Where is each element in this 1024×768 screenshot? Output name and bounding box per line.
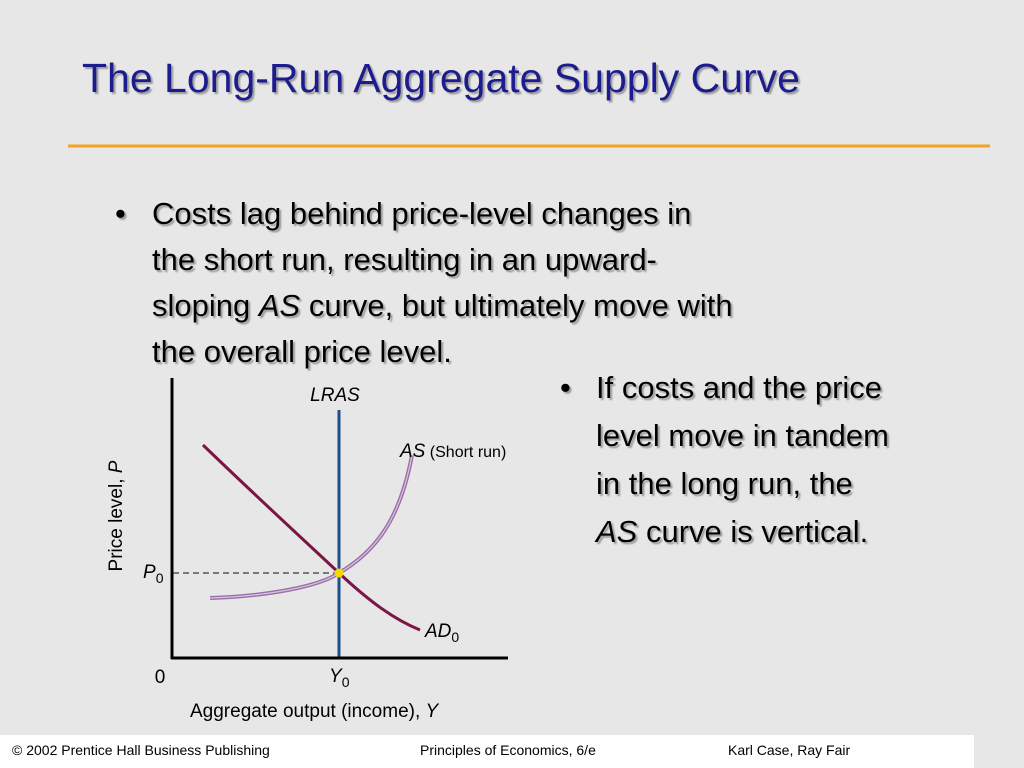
bullet-line: the overall price level.	[152, 334, 452, 369]
ad-label: AD0	[424, 621, 459, 645]
slide-title: The Long-Run Aggregate Supply Curve	[82, 55, 800, 101]
text-run: curve is vertical.	[637, 514, 868, 549]
bullet-marker: •	[560, 370, 571, 405]
bullet-line: If costs and the price	[596, 370, 882, 405]
text-run: curve, but ultimately move with	[300, 288, 732, 323]
footer-right: Karl Case, Ray Fair	[728, 742, 850, 758]
bullet-list: • Costs lag behind price-level changes i…	[115, 196, 889, 549]
y0-label: Y0	[329, 666, 350, 690]
text-run: Y	[426, 701, 440, 722]
text-run: in the long run, the	[596, 466, 853, 501]
lras-label: LRAS	[310, 385, 360, 406]
bullet-line: AS curve is vertical.	[594, 514, 868, 549]
footer-left: © 2002 Prentice Hall Business Publishing	[12, 742, 270, 758]
bullet-line: Costs lag behind price-level changes in	[152, 196, 691, 231]
text-run: 0	[451, 629, 459, 645]
origin-label: 0	[155, 667, 166, 688]
diagram: LRAS AS (Short run) AD0 P0 Y0 0 Aggregat…	[106, 378, 508, 722]
bullet-line: sloping AS curve, but ultimately move wi…	[152, 288, 733, 323]
text-run: Y	[329, 666, 343, 687]
bullet-line: in the long run, the	[596, 466, 853, 501]
footer-bar	[0, 735, 974, 768]
text-run: AS	[257, 288, 301, 323]
as-label: AS (Short run)	[399, 441, 506, 462]
y-axis-label: Price level, P	[106, 460, 127, 571]
text-run: Costs lag behind price-level changes in	[152, 196, 691, 231]
text-run: the short run, resulting in an upward-	[152, 242, 657, 277]
text-run: AD	[424, 621, 452, 642]
text-run: the overall price level.	[152, 334, 452, 369]
equilibrium-point	[334, 568, 344, 578]
text-run: sloping	[152, 288, 259, 323]
text-run: If costs and the price	[596, 370, 882, 405]
text-run: Aggregate output (income),	[190, 701, 426, 722]
text-run: P	[143, 562, 156, 583]
text-run: P	[106, 460, 127, 473]
p0-label: P0	[143, 562, 164, 586]
bullet-line: the short run, resulting in an upward-	[152, 242, 657, 277]
footer-center: Principles of Economics, 6/e	[420, 742, 596, 758]
text-run: AS	[399, 441, 426, 462]
bullet-line: level move in tandem	[596, 418, 889, 453]
text-run: (Short run)	[425, 444, 506, 461]
text-run: level move in tandem	[596, 418, 889, 453]
text-run: 0	[156, 570, 164, 586]
text-run: AS	[594, 514, 638, 549]
x-axis-label: Aggregate output (income), Y	[190, 701, 440, 722]
text-run: Price level,	[106, 473, 127, 571]
bullet-marker: •	[115, 196, 126, 231]
text-run: 0	[342, 674, 350, 690]
